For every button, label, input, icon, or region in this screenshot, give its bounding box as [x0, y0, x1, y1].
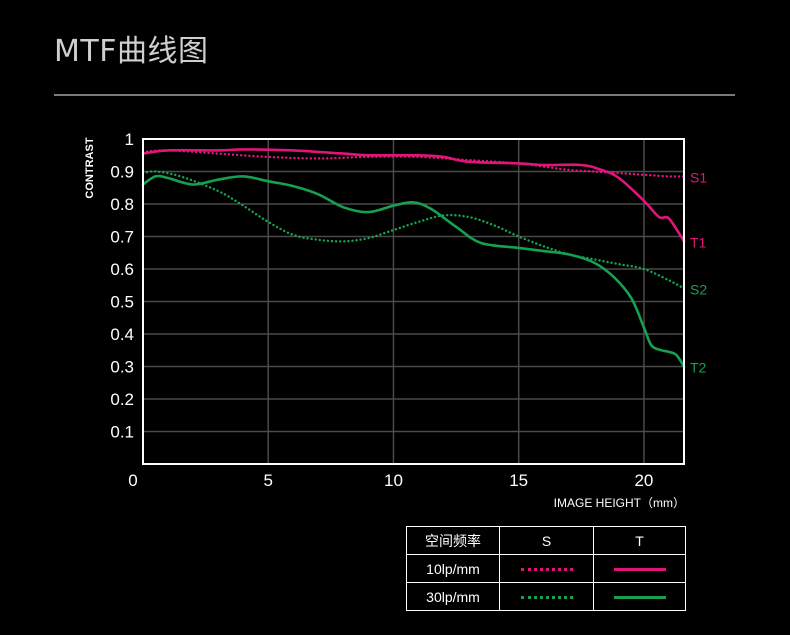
legend-row-10lp: 10lp/mm: [406, 554, 686, 583]
legend-header-row: 空间频率 S T: [406, 526, 686, 555]
legend-swatch-s-30lp: [520, 596, 573, 600]
y-tick-label: 0.5: [110, 293, 134, 312]
x-axis-label: IMAGE HEIGHT（mm）: [554, 496, 685, 510]
y-tick-label: 0.2: [110, 390, 134, 409]
y-tick-label: 0.9: [110, 163, 134, 182]
legend-header-frequency: 空间频率: [406, 526, 500, 555]
x-tick-label: 0: [128, 471, 137, 490]
title-divider: [54, 94, 735, 96]
legend-row-label: 30lp/mm: [406, 582, 500, 611]
series-label-s2: S2: [690, 282, 707, 298]
series-line-s2: [141, 170, 686, 290]
legend-table: 空间频率 S T 10lp/mm 30lp/mm: [406, 526, 686, 611]
series-line-t1: [141, 148, 686, 243]
series-label-t1: T1: [690, 234, 707, 250]
y-tick-label: 0.3: [110, 358, 134, 377]
legend-swatch-t-10lp: [613, 568, 666, 572]
legend-header-t: T: [593, 526, 686, 555]
y-tick-label: 0.6: [110, 260, 134, 279]
y-tick-label: 1: [125, 130, 134, 149]
page-title: MTF曲线图: [54, 34, 209, 69]
legend-swatch-s-10lp: [520, 568, 573, 572]
y-tick-label: 0.8: [110, 195, 134, 214]
x-tick-label: 15: [509, 471, 528, 490]
series-label-t2: T2: [690, 360, 707, 376]
y-tick-label: 0.4: [110, 325, 134, 344]
plot-frame: [142, 138, 685, 465]
legend-header-s: S: [499, 526, 594, 555]
series-line-t2: [141, 174, 686, 368]
legend-swatch-t-30lp: [613, 596, 666, 600]
x-tick-label: 10: [384, 471, 403, 490]
y-axis-label: CONTRAST: [84, 137, 96, 198]
y-tick-label: 0.1: [110, 423, 134, 442]
series-label-s1: S1: [690, 169, 707, 185]
x-tick-label: 5: [263, 471, 272, 490]
x-tick-label: 20: [634, 471, 653, 490]
legend-row-30lp: 30lp/mm: [406, 582, 686, 611]
legend-row-label: 10lp/mm: [406, 554, 500, 583]
y-tick-label: 0.7: [110, 228, 134, 247]
